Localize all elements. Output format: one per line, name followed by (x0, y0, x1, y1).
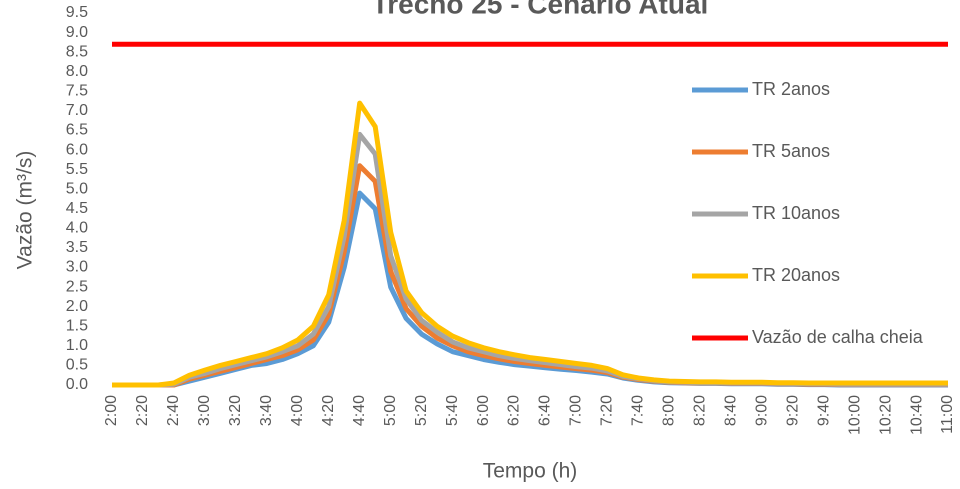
y-tick-label: 1.5 (66, 317, 88, 334)
y-tick-label: 9.5 (66, 4, 88, 21)
x-tick-label: 3:00 (196, 395, 213, 426)
x-tick-label: 10:40 (908, 395, 925, 435)
y-tick-label: 9.0 (66, 24, 88, 41)
x-tick-label: 3:40 (258, 395, 275, 426)
x-tick-label: 6:20 (506, 395, 523, 426)
x-axis-label: Tempo (h) (483, 460, 578, 483)
legend-label: TR 20anos (752, 265, 840, 285)
y-tick-label: 5.0 (66, 180, 88, 197)
x-tick-label: 9:40 (815, 395, 832, 426)
y-tick-label: 4.5 (66, 200, 88, 217)
x-tick-label: 6:00 (475, 395, 492, 426)
x-tick-label: 2:20 (134, 395, 151, 426)
y-tick-label: 7.0 (66, 102, 88, 119)
legend-label: TR 5anos (752, 141, 830, 161)
y-tick-label: 2.5 (66, 278, 88, 295)
x-tick-label: 4:00 (289, 395, 306, 426)
y-tick-label: 0.0 (66, 376, 88, 393)
x-tick-label: 9:00 (753, 395, 770, 426)
x-tick-label: 6:40 (537, 395, 554, 426)
series-line (112, 100, 948, 388)
y-tick-label: 8.0 (66, 63, 88, 80)
x-tick-label: 7:40 (630, 395, 647, 426)
legend-label: Vazão de calha cheia (752, 327, 924, 347)
chart-title: Trecho 25 - Cenário Atual (372, 0, 709, 19)
x-tick-label: 9:20 (784, 395, 801, 426)
x-tick-label: 3:20 (227, 395, 244, 426)
y-tick-label: 5.5 (66, 161, 88, 178)
x-tick-label: 8:00 (661, 395, 678, 426)
y-tick-label: 6.0 (66, 141, 88, 158)
y-tick-label: 3.5 (66, 239, 88, 256)
y-tick-label: 8.5 (66, 43, 88, 60)
y-tick-label: 3.0 (66, 259, 88, 276)
y-axis-label: Vazão (m³/s) (14, 151, 37, 270)
y-tick-label: 6.5 (66, 122, 88, 139)
legend-label: TR 10anos (752, 203, 840, 223)
x-tick-label: 4:20 (320, 395, 337, 426)
x-tick-label: 11:00 (939, 395, 956, 434)
x-tick-label: 7:00 (568, 395, 585, 426)
x-tick-label: 4:40 (351, 395, 368, 426)
x-tick-label: 7:20 (599, 395, 616, 426)
y-tick-label: 1.0 (66, 337, 88, 354)
x-tick-label: 5:00 (382, 395, 399, 426)
x-tick-label: 8:20 (692, 395, 709, 426)
x-tick-label: 5:40 (444, 395, 461, 426)
x-tick-label: 2:00 (103, 395, 120, 426)
y-tick-label: 4.0 (66, 220, 88, 237)
y-tick-label: 0.5 (66, 357, 88, 374)
y-tick-label: 7.5 (66, 83, 88, 100)
legend-label: TR 2anos (752, 79, 830, 99)
y-tick-label: 2.0 (66, 298, 88, 315)
x-tick-label: 10:00 (846, 395, 863, 435)
x-tick-label: 10:20 (877, 395, 894, 435)
x-tick-label: 2:40 (165, 395, 182, 426)
x-tick-label: 5:20 (413, 395, 430, 426)
x-tick-label: 8:40 (722, 395, 739, 426)
